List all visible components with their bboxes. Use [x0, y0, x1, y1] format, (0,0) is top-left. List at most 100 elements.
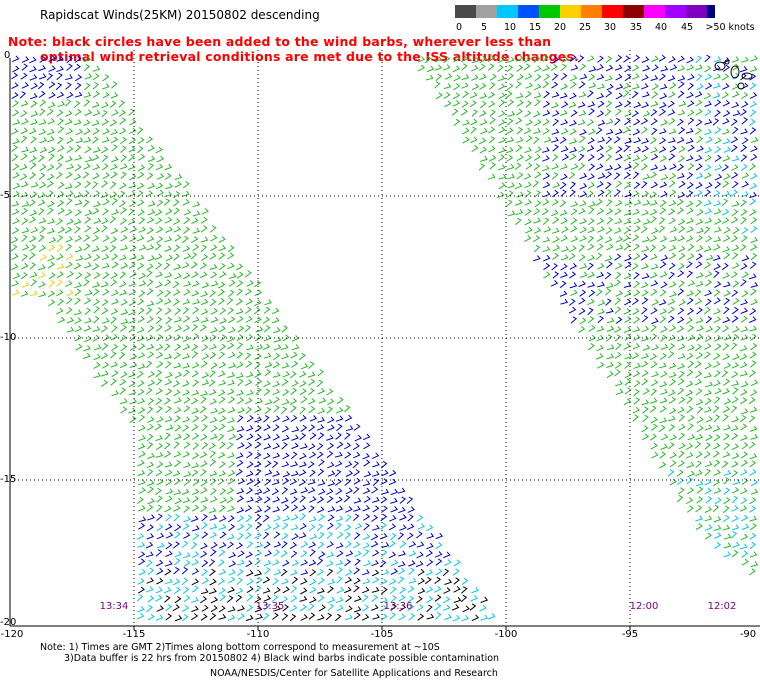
- wind-barb: [579, 218, 587, 225]
- wind-barb: [209, 252, 217, 260]
- wind-barb: [471, 83, 480, 91]
- wind-barb: [30, 119, 38, 126]
- wind-barb: [406, 496, 414, 504]
- wind-barb: [605, 208, 614, 216]
- wind-barb: [30, 279, 37, 287]
- wind-barb: [174, 325, 182, 332]
- wind-barb: [299, 414, 307, 422]
- wind-barb: [705, 298, 712, 306]
- wind-barb: [713, 459, 721, 468]
- wind-barb: [659, 381, 668, 388]
- wind-barb: [732, 91, 740, 98]
- wind-barb: [668, 208, 676, 216]
- wind-barb: [156, 416, 164, 423]
- wind-barb: [730, 136, 739, 144]
- wind-barb: [30, 290, 38, 297]
- wind-barb: [83, 279, 90, 287]
- wind-barb: [65, 236, 73, 243]
- wind-barb: [336, 576, 343, 584]
- wind-barb: [47, 117, 55, 125]
- wind-barb: [479, 146, 487, 154]
- wind-barb: [165, 371, 173, 379]
- wind-barb: [614, 227, 622, 234]
- wind-barb: [569, 245, 577, 253]
- wind-barb: [183, 253, 192, 260]
- wind-barb: [192, 478, 200, 487]
- wind-barb: [263, 443, 272, 450]
- wind-barb: [92, 298, 100, 306]
- wind-barb: [146, 343, 155, 350]
- island-outlines: [714, 59, 753, 90]
- wind-barb: [435, 568, 443, 576]
- wind-barb: [660, 190, 668, 198]
- wind-barb: [398, 567, 406, 575]
- wind-barb: [523, 173, 532, 180]
- wind-barb: [254, 460, 262, 468]
- wind-barb: [713, 244, 721, 251]
- wind-barb: [731, 155, 740, 162]
- wind-barb: [272, 612, 279, 620]
- wind-barb: [191, 217, 199, 225]
- wind-barb: [264, 567, 271, 575]
- wind-barb: [254, 514, 262, 522]
- wind-barb: [588, 289, 596, 298]
- wind-barb: [218, 568, 227, 576]
- wind-barb: [570, 163, 579, 170]
- wind-barb: [335, 542, 344, 549]
- wind-barb: [281, 540, 288, 549]
- wind-barb: [525, 119, 533, 126]
- wind-barb: [92, 109, 101, 117]
- wind-barb: [174, 550, 182, 558]
- wind-barb: [669, 291, 677, 298]
- wind-barb: [721, 369, 729, 378]
- wind-barb: [514, 162, 522, 170]
- wind-barb: [641, 273, 650, 279]
- wind-barb: [533, 255, 541, 262]
- wind-barb: [597, 83, 605, 90]
- wind-barb: [182, 552, 191, 559]
- colorbar-segment: [602, 5, 623, 18]
- wind-barb: [435, 73, 442, 82]
- wind-barb: [749, 127, 757, 135]
- wind-barb: [181, 488, 190, 495]
- wind-barb: [281, 442, 288, 450]
- wind-barb: [732, 227, 740, 235]
- wind-barb: [380, 478, 388, 486]
- wind-barb: [21, 244, 30, 251]
- wind-barb: [164, 307, 172, 315]
- wind-barb: [102, 198, 110, 206]
- wind-barb: [254, 532, 262, 539]
- wind-barb: [748, 568, 756, 576]
- wind-barb: [614, 369, 621, 377]
- wind-barb: [192, 452, 200, 460]
- wind-barb: [290, 569, 298, 576]
- wind-barb: [226, 442, 234, 450]
- wind-barb: [633, 397, 641, 405]
- wind-barb: [109, 244, 117, 253]
- wind-barb: [83, 136, 92, 143]
- wind-barb: [173, 334, 182, 342]
- wind-barb: [318, 397, 327, 404]
- wind-barb: [138, 226, 146, 233]
- wind-barb: [290, 405, 297, 413]
- wind-barb: [183, 515, 191, 523]
- wind-barb: [145, 190, 154, 198]
- wind-barb: [732, 126, 739, 135]
- wind-barb: [722, 128, 730, 135]
- wind-barb: [93, 353, 101, 361]
- wind-barb: [255, 613, 263, 620]
- wind-barb: [487, 55, 496, 62]
- wind-barb: [551, 102, 559, 109]
- wind-barb: [668, 252, 677, 260]
- wind-barb: [641, 281, 649, 289]
- wind-barb: [20, 135, 28, 144]
- wind-barb: [380, 586, 388, 595]
- wind-barb: [633, 289, 641, 297]
- wind-barb: [677, 270, 685, 278]
- island-outline: [741, 72, 753, 80]
- wind-barb: [569, 74, 578, 82]
- wind-barb: [110, 361, 119, 368]
- wind-barb: [390, 595, 397, 603]
- wind-barb: [146, 270, 153, 278]
- wind-barb: [488, 126, 496, 134]
